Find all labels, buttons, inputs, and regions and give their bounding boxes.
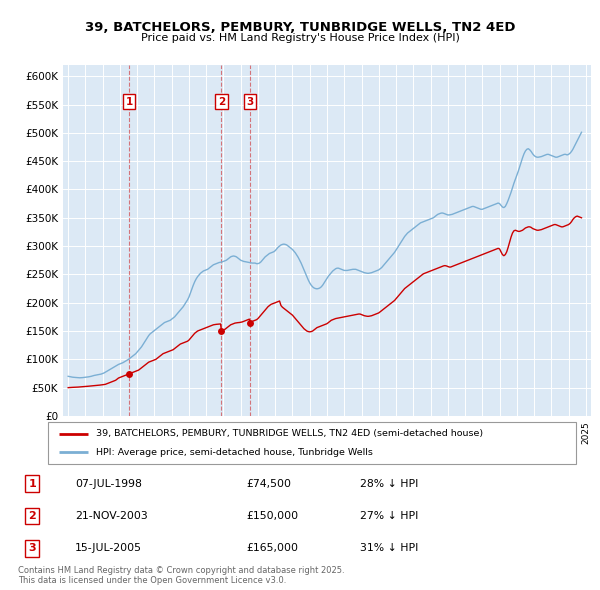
Text: 2: 2 [28, 511, 36, 521]
Text: 2: 2 [218, 97, 225, 107]
FancyBboxPatch shape [48, 422, 576, 464]
Text: 39, BATCHELORS, PEMBURY, TUNBRIDGE WELLS, TN2 4ED (semi-detached house): 39, BATCHELORS, PEMBURY, TUNBRIDGE WELLS… [95, 430, 482, 438]
Text: 3: 3 [247, 97, 254, 107]
Text: 31% ↓ HPI: 31% ↓ HPI [360, 543, 418, 553]
Text: 1: 1 [125, 97, 133, 107]
Text: £150,000: £150,000 [246, 511, 298, 521]
Text: £165,000: £165,000 [246, 543, 298, 553]
Text: £74,500: £74,500 [246, 478, 291, 489]
Text: 21-NOV-2003: 21-NOV-2003 [75, 511, 148, 521]
Text: 39, BATCHELORS, PEMBURY, TUNBRIDGE WELLS, TN2 4ED: 39, BATCHELORS, PEMBURY, TUNBRIDGE WELLS… [85, 21, 515, 34]
Text: 28% ↓ HPI: 28% ↓ HPI [360, 478, 418, 489]
Text: 3: 3 [28, 543, 36, 553]
Text: HPI: Average price, semi-detached house, Tunbridge Wells: HPI: Average price, semi-detached house,… [95, 448, 373, 457]
Text: 07-JUL-1998: 07-JUL-1998 [75, 478, 142, 489]
Text: Price paid vs. HM Land Registry's House Price Index (HPI): Price paid vs. HM Land Registry's House … [140, 33, 460, 43]
Text: 15-JUL-2005: 15-JUL-2005 [75, 543, 142, 553]
Text: 27% ↓ HPI: 27% ↓ HPI [360, 511, 418, 521]
Text: This data is licensed under the Open Government Licence v3.0.: This data is licensed under the Open Gov… [18, 576, 286, 585]
Text: Contains HM Land Registry data © Crown copyright and database right 2025.: Contains HM Land Registry data © Crown c… [18, 566, 344, 575]
Text: 1: 1 [28, 478, 36, 489]
